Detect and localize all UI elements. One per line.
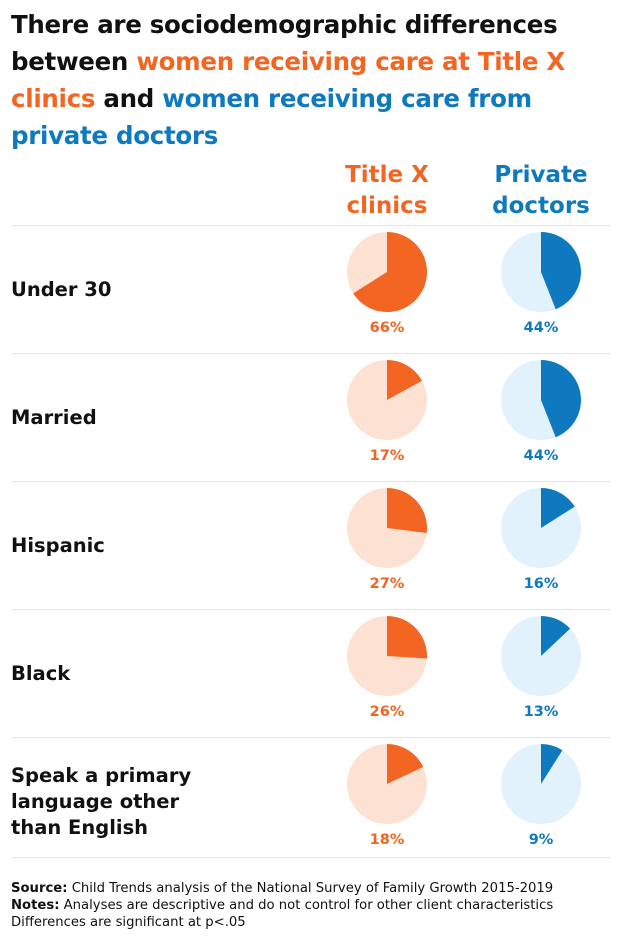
pie-private-doctors-under-30: [499, 230, 583, 314]
pie-private-doctors-hispanic: [499, 486, 583, 570]
notes-text: Analyses are descriptive and do not cont…: [59, 898, 554, 913]
pie-chart-title-x: [347, 232, 428, 312]
pie-private-doctors-married: [499, 358, 583, 442]
title-text-1: There are sociodemographic differences b…: [11, 10, 558, 76]
pie-chart-private-doctors: [501, 744, 581, 824]
pie-title-x-married: [345, 358, 429, 442]
pie-private-doctors-speak-a-primary-language-other-than-english: [499, 742, 583, 826]
pie-chart-private-doctors-slice: [541, 616, 571, 656]
category-label: Married: [11, 405, 97, 429]
notes-line: Notes: Analyses are descriptive and do n…: [11, 897, 616, 914]
pie-chart-private-doctors-slice: [541, 360, 581, 438]
percent-label-title-x-hispanic: 27%: [369, 576, 405, 592]
pie-chart-title-x: [347, 488, 427, 568]
source-text: Child Trends analysis of the National Su…: [67, 881, 554, 896]
row-divider: [11, 353, 611, 354]
row-label-hispanic: Hispanic: [11, 482, 311, 609]
pie-chart-title-x-slice: [387, 744, 424, 784]
row-label-speak-a-primary-language-other-than-english: Speak a primary language other than Engl…: [11, 738, 311, 865]
pie-chart-title-x-slice: [387, 488, 427, 534]
title-text-3: and: [95, 84, 163, 113]
percent-label-private-doctors-black: 13%: [523, 704, 559, 720]
pie-title-x-black: [345, 614, 429, 698]
pie-title-x-hispanic: [345, 486, 429, 570]
pie-chart-title-x: [347, 744, 427, 824]
percent-label-private-doctors-under-30: 44%: [523, 320, 559, 336]
title-text-private: women receiving care from private doctor…: [11, 84, 532, 150]
pie-chart-private-doctors-slice: [541, 232, 581, 310]
pie-chart-private-doctors: [501, 360, 581, 440]
category-label: Speak a primary language other than Engl…: [11, 763, 192, 839]
pie-chart-private-doctors-slice: [541, 488, 575, 528]
pie-chart-title-x-slice: [387, 360, 423, 400]
pie-title-x-speak-a-primary-language-other-than-english: [345, 742, 429, 826]
row-divider: [11, 481, 611, 482]
notes-label: Notes:: [11, 898, 60, 913]
row-label-black: Black: [11, 610, 311, 737]
category-label: Hispanic: [11, 533, 105, 557]
chart-footer: Source: Child Trends analysis of the Nat…: [11, 880, 616, 931]
pie-chart-private-doctors: [501, 232, 581, 312]
pie-chart-title-x: [347, 616, 427, 696]
row-divider: [11, 609, 611, 610]
category-label: Under 30: [11, 277, 112, 301]
percent-label-title-x-under-30: 66%: [369, 320, 405, 336]
significance-note: Differences are significant at p<.05: [11, 915, 246, 930]
pie-chart-title-x-slice: [387, 616, 427, 659]
chart-title: There are sociodemographic differences b…: [11, 6, 611, 154]
percent-label-private-doctors-married: 44%: [523, 448, 559, 464]
column-header-private-doctors: Private doctors: [492, 162, 590, 219]
pie-chart-private-doctors-slice: [541, 744, 563, 784]
pie-chart-title-x: [347, 360, 427, 440]
pie-private-doctors-black: [499, 614, 583, 698]
row-divider: [11, 857, 611, 858]
percent-label-private-doctors-hispanic: 16%: [523, 576, 559, 592]
row-label-under-30: Under 30: [11, 226, 311, 353]
pie-chart-private-doctors: [501, 616, 581, 696]
pie-chart-private-doctors: [501, 488, 581, 568]
pie-title-x-under-30: [345, 230, 429, 314]
row-label-married: Married: [11, 354, 311, 481]
row-divider: [11, 225, 611, 226]
category-label: Black: [11, 661, 71, 685]
source-line: Source: Child Trends analysis of the Nat…: [11, 880, 616, 897]
pie-chart-title-x-slice: [353, 232, 428, 312]
percent-label-title-x-black: 26%: [369, 704, 405, 720]
percent-label-title-x-speak-a-primary-language-other-than-english: 18%: [369, 832, 405, 848]
percent-label-title-x-married: 17%: [369, 448, 405, 464]
column-header-title-x: Title X clinics: [345, 162, 429, 219]
source-label: Source:: [11, 881, 68, 896]
row-divider: [11, 737, 611, 738]
title-text-title-x: women receiving care at Title X clinics: [11, 47, 566, 113]
percent-label-private-doctors-speak-a-primary-language-other-than-english: 9%: [528, 832, 554, 848]
